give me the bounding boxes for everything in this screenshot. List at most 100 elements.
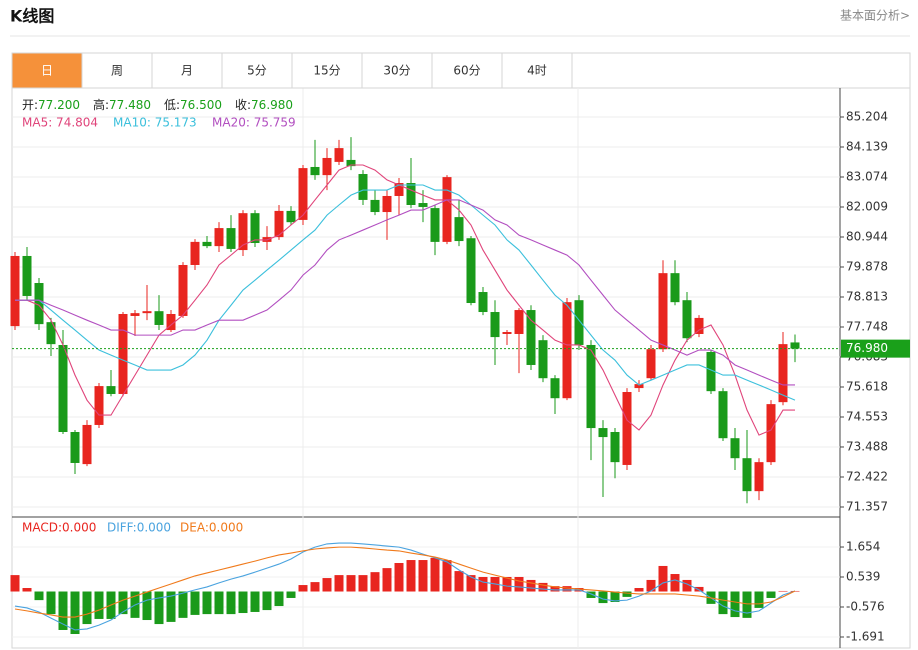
fundamental-link[interactable]: 基本面分析> <box>840 9 910 23</box>
macd-bar <box>358 575 368 592</box>
macd-bar <box>598 591 608 604</box>
candle-body <box>694 317 704 334</box>
last-price-box <box>841 339 910 358</box>
ohlc-info: 开:77.200 <box>22 98 80 112</box>
macd-bar <box>226 591 236 615</box>
candle-body <box>334 148 344 162</box>
macd-bar <box>550 586 560 592</box>
y-tick-label: 80.944 <box>846 229 888 243</box>
macd-bar <box>82 591 92 625</box>
macd-bar <box>262 591 272 611</box>
macd-line <box>14 542 796 631</box>
tab[interactable] <box>221 52 293 89</box>
macd-legend: DIFF:0.000 <box>107 521 171 535</box>
candle-body <box>670 273 680 303</box>
candle-body <box>166 313 176 331</box>
y-tick-label: 75.618 <box>846 379 888 393</box>
candle-body <box>454 217 464 242</box>
y-tick-label: 79.878 <box>846 260 888 274</box>
ohlc-info-value: 76.500 <box>180 98 222 112</box>
macd-bar <box>58 591 68 630</box>
candle-body <box>538 340 548 379</box>
ohlc-info-label: 高: <box>93 97 109 112</box>
tab-label[interactable]: 60分 <box>453 64 480 78</box>
candle-body <box>178 264 188 316</box>
candle-body <box>478 292 488 313</box>
candle-body <box>586 344 596 429</box>
tab[interactable] <box>501 52 573 89</box>
tab[interactable] <box>291 52 363 89</box>
candle-body <box>94 386 104 425</box>
macd-bar <box>190 591 200 615</box>
candle-body <box>718 391 728 439</box>
tab[interactable] <box>11 52 83 89</box>
candle-body <box>562 302 572 399</box>
macd-bar <box>562 586 572 592</box>
candle-body <box>358 174 368 200</box>
macd-bar <box>178 591 188 618</box>
candle-body <box>634 384 644 389</box>
candle-body <box>118 313 128 394</box>
macd-bar <box>418 560 428 592</box>
macd-bar <box>202 591 212 615</box>
macd-legend: MACD:0.000 <box>22 521 96 535</box>
candle-body <box>274 210 284 238</box>
tab-label[interactable]: 日 <box>41 64 53 78</box>
candle-body <box>382 195 392 213</box>
tab[interactable] <box>431 52 503 89</box>
candle-body <box>22 255 32 296</box>
macd-bar <box>346 575 356 592</box>
ohlc-info-value: 77.200 <box>38 98 80 112</box>
macd-bar <box>430 557 440 592</box>
candle-body <box>70 431 80 463</box>
macd-bar <box>334 575 344 592</box>
macd-bar <box>538 582 548 592</box>
macd-bar <box>322 578 332 592</box>
candle-body <box>142 311 152 314</box>
candle-body <box>646 349 656 379</box>
ma-line <box>15 164 795 436</box>
macd-bar <box>154 591 164 625</box>
tab-label[interactable]: 5分 <box>247 64 267 78</box>
ohlc-info-label: 收: <box>235 98 251 112</box>
macd-legend: DEA:0.000 <box>180 521 243 535</box>
y-tick-label: 84.139 <box>846 140 888 154</box>
tab-label[interactable]: 周 <box>111 64 123 78</box>
tab-label[interactable]: 15分 <box>313 64 340 78</box>
candle-body <box>526 310 536 365</box>
y-tick-label: 72.422 <box>846 470 888 484</box>
candle-body <box>226 228 236 249</box>
macd-bar <box>778 590 788 592</box>
macd-bar <box>214 591 224 615</box>
macd-bar <box>622 591 632 597</box>
candle-body <box>466 238 476 304</box>
tab-label[interactable]: 月 <box>181 64 193 78</box>
candle-body <box>250 213 260 244</box>
candle-body <box>298 168 308 220</box>
ohlc-info-value: 76.980 <box>251 98 293 112</box>
tab-label[interactable]: 4时 <box>527 64 547 78</box>
candle-body <box>154 311 164 325</box>
candle-body <box>394 183 404 196</box>
macd-bar <box>670 574 680 592</box>
candle-body <box>58 344 68 432</box>
ohlc-info-label: 低: <box>164 98 180 112</box>
candle-body <box>106 386 116 394</box>
candle-body <box>790 342 800 349</box>
macd-bar <box>10 575 20 592</box>
y-tick-label: 74.553 <box>846 409 888 423</box>
ohlc-info-label: 开: <box>22 98 38 112</box>
candle-body <box>322 157 332 176</box>
tab[interactable] <box>361 52 433 89</box>
macd-bar <box>406 560 416 592</box>
ma-line <box>15 184 796 401</box>
candle-body <box>238 213 248 251</box>
macd-bar <box>646 579 656 592</box>
candle-body <box>502 332 512 334</box>
candle-body <box>622 392 632 465</box>
candle-body <box>658 273 668 350</box>
candle-body <box>346 159 356 167</box>
y-tick-label: 78.813 <box>846 290 888 304</box>
tab-label[interactable]: 30分 <box>383 64 410 78</box>
